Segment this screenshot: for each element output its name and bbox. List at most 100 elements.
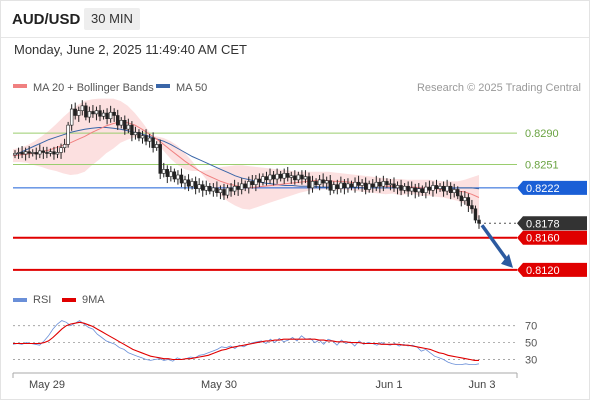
- candle: [275, 168, 279, 184]
- level-label-0.8251: 0.8251: [525, 160, 559, 172]
- rsi-panel: 70 50 30: [12, 320, 537, 367]
- candle: [346, 178, 350, 193]
- candle-body: [48, 151, 53, 154]
- candle-body: [162, 169, 166, 174]
- candle-body: [264, 176, 269, 181]
- candle: [385, 178, 389, 188]
- level-tag-0.8178: [517, 216, 587, 231]
- candle-body: [130, 124, 134, 136]
- candle-body: [413, 187, 417, 193]
- candle-body: [310, 181, 315, 189]
- candle: [23, 147, 28, 161]
- candle-body: [73, 108, 77, 116]
- candle-body: [395, 185, 400, 189]
- candle-body: [59, 147, 63, 153]
- candle: [232, 179, 237, 196]
- candle: [144, 129, 148, 146]
- candle-body: [342, 182, 347, 189]
- x-tick-label: May 29: [29, 379, 65, 391]
- candle-body: [201, 184, 205, 191]
- candle-body: [147, 137, 152, 142]
- ma20-legend-swatch: [13, 84, 27, 88]
- candle: [239, 178, 244, 195]
- candle-body: [459, 195, 463, 202]
- candle-body: [225, 187, 230, 196]
- candle: [169, 166, 173, 182]
- candle-body: [420, 188, 425, 193]
- candle-body: [349, 183, 354, 188]
- candle: [278, 170, 283, 182]
- candle: [98, 105, 102, 122]
- candle-body: [406, 185, 410, 192]
- candle: [147, 133, 152, 148]
- candle-body: [176, 174, 180, 180]
- candle-body: [105, 112, 109, 119]
- candle: [55, 146, 60, 159]
- candle: [116, 109, 120, 130]
- candle: [392, 177, 396, 192]
- candle-body: [296, 174, 301, 181]
- candle: [328, 175, 332, 196]
- candle: [151, 132, 155, 153]
- candle: [360, 179, 364, 192]
- candle: [378, 178, 382, 193]
- candle: [215, 181, 219, 197]
- candle: [293, 170, 297, 185]
- candle: [91, 105, 95, 118]
- rsi-legend-swatch: [13, 298, 27, 302]
- candle: [165, 165, 170, 184]
- forecast-arrow: [480, 224, 509, 261]
- candle: [282, 168, 286, 184]
- candle-body: [123, 120, 127, 130]
- candle: [363, 177, 368, 195]
- candle: [119, 117, 123, 129]
- candle: [186, 174, 191, 192]
- candle-body: [236, 185, 240, 190]
- candle: [413, 183, 417, 199]
- candle-body: [116, 115, 120, 126]
- candle-body: [289, 175, 293, 178]
- candle: [427, 180, 432, 195]
- candle: [16, 147, 21, 159]
- candle: [438, 183, 442, 192]
- candle: [247, 176, 251, 194]
- candle-body: [473, 208, 478, 221]
- candle-body: [417, 188, 421, 193]
- candle: [254, 175, 258, 192]
- candle: [300, 170, 304, 185]
- level-label-0.8178: 0.8178: [526, 218, 560, 230]
- candle-body: [31, 152, 35, 154]
- candle: [193, 176, 198, 195]
- candle: [257, 173, 262, 188]
- candle-body: [87, 111, 92, 118]
- candle-body: [374, 181, 378, 188]
- candle: [264, 171, 269, 186]
- candle-body: [190, 181, 194, 187]
- candle: [303, 170, 308, 184]
- candle: [123, 115, 127, 135]
- candle: [395, 181, 400, 195]
- candle: [342, 179, 347, 195]
- candle: [108, 105, 113, 123]
- candle: [31, 149, 35, 157]
- candle: [179, 168, 184, 188]
- candle: [402, 183, 407, 194]
- candle-body: [45, 152, 49, 154]
- candle: [101, 109, 106, 120]
- candle-body: [445, 185, 449, 192]
- candle-body: [55, 152, 60, 155]
- rsi-ma-legend-label: 9MA: [82, 294, 105, 306]
- candle: [41, 146, 46, 159]
- rsi-tick-30: 30: [525, 355, 537, 367]
- rsi-legend-label: RSI: [33, 294, 51, 306]
- candle: [229, 183, 233, 197]
- candle-body: [197, 184, 201, 189]
- candle: [424, 182, 428, 199]
- timeframe-button[interactable]: 30 MIN: [84, 8, 140, 30]
- candle-body: [66, 124, 70, 145]
- candle-body: [165, 169, 170, 177]
- candle-body: [254, 178, 258, 185]
- candle: [126, 118, 131, 134]
- x-tick-label: Jun 3: [469, 379, 496, 391]
